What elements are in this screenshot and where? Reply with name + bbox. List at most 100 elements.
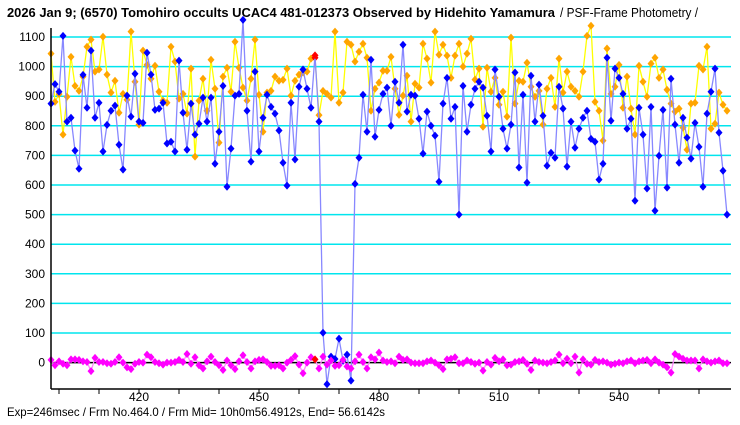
- target-point: [247, 157, 255, 166]
- comparison-point: [455, 39, 463, 48]
- background-point: [223, 356, 231, 365]
- comparison-point: [219, 72, 227, 81]
- comparison-point: [563, 67, 571, 76]
- comparison-point: [579, 67, 587, 76]
- background-point: [415, 359, 423, 368]
- comparison-point: [107, 88, 115, 97]
- target-point: [267, 102, 275, 111]
- target-point: [439, 99, 447, 108]
- target-point: [119, 165, 127, 174]
- comparison-point: [255, 90, 263, 99]
- comparison-point: [283, 64, 291, 73]
- comparison-point: [627, 104, 635, 113]
- target-point: [555, 82, 563, 91]
- target-point: [511, 68, 519, 77]
- comparison-point: [487, 87, 495, 96]
- comparison-point: [703, 42, 711, 51]
- background-point: [87, 367, 95, 376]
- comparison-point: [691, 98, 699, 107]
- y-tick-label: 200: [25, 296, 45, 310]
- background-point: [371, 355, 379, 364]
- comparison-point: [407, 117, 415, 126]
- comparison-point: [419, 39, 427, 48]
- comparison-point: [191, 152, 199, 161]
- target-point: [719, 166, 727, 175]
- comparison-point: [655, 73, 663, 82]
- target-point: [131, 69, 139, 78]
- target-point: [559, 104, 567, 113]
- background-point: [487, 360, 495, 369]
- comparison-point: [571, 86, 579, 95]
- target-point: [183, 145, 191, 154]
- target-point: [523, 178, 531, 187]
- comparison-point: [547, 73, 555, 82]
- comparison-point: [347, 40, 355, 49]
- chart-title: 2026 Jan 9; (6570) Tomohiro occults UCAC…: [7, 5, 556, 20]
- target-point: [415, 114, 423, 123]
- target-point: [579, 113, 587, 122]
- target-point: [515, 163, 523, 172]
- background-point: [279, 364, 287, 373]
- target-point: [335, 334, 343, 343]
- target-point: [499, 124, 507, 133]
- target-point: [603, 53, 611, 62]
- series-comparison: [47, 21, 731, 161]
- background-point: [67, 355, 75, 364]
- comparison-point: [623, 72, 631, 81]
- comparison-point: [695, 61, 703, 70]
- comparison-point: [463, 49, 471, 58]
- background-point: [183, 350, 191, 359]
- comparison-point: [103, 70, 111, 79]
- comparison-point: [587, 21, 595, 30]
- comparison-point: [459, 62, 467, 71]
- target-point: [307, 103, 315, 112]
- background-point: [719, 359, 727, 368]
- target-point: [683, 133, 691, 142]
- y-tick-label: 700: [25, 148, 45, 162]
- target-point: [567, 117, 575, 126]
- comparison-point: [287, 91, 295, 100]
- target-point: [687, 154, 695, 163]
- target-point: [667, 74, 675, 83]
- target-point: [635, 103, 643, 112]
- comparison-point: [167, 42, 175, 51]
- target-point: [467, 100, 475, 109]
- comparison-point: [483, 63, 491, 72]
- y-tick-label: 1000: [18, 60, 45, 74]
- target-point: [471, 84, 479, 93]
- comparison-point: [291, 76, 299, 85]
- background-point: [491, 353, 499, 362]
- comparison-point: [559, 88, 567, 97]
- y-tick-label: 900: [25, 89, 45, 103]
- target-point: [443, 73, 451, 82]
- chart-title-suffix: / PSF-Frame Photometry /: [560, 5, 698, 20]
- target-point: [355, 153, 363, 162]
- x-tick-label: 450: [249, 390, 269, 404]
- comparison-point: [719, 100, 727, 109]
- target-point: [703, 109, 711, 118]
- comparison-point: [131, 77, 139, 86]
- target-point: [179, 108, 187, 117]
- target-point: [375, 105, 383, 114]
- background-point: [319, 352, 327, 361]
- target-point: [627, 114, 635, 123]
- background-point: [687, 356, 695, 365]
- background-point: [519, 355, 527, 364]
- comparison-point: [475, 64, 483, 73]
- comparison-point: [535, 86, 543, 95]
- target-point: [347, 376, 355, 385]
- target-point: [147, 70, 155, 79]
- target-point: [239, 15, 247, 24]
- target-point: [671, 120, 679, 129]
- target-point: [243, 106, 251, 115]
- target-point: [303, 84, 311, 93]
- comparison-point: [575, 92, 583, 101]
- comparison-point: [63, 92, 71, 101]
- comparison-point: [267, 86, 275, 95]
- target-point: [155, 104, 163, 113]
- comparison-point: [499, 87, 507, 96]
- target-point: [259, 113, 267, 122]
- target-point: [663, 183, 671, 192]
- comparison-point: [675, 104, 683, 113]
- background-point: [179, 358, 187, 367]
